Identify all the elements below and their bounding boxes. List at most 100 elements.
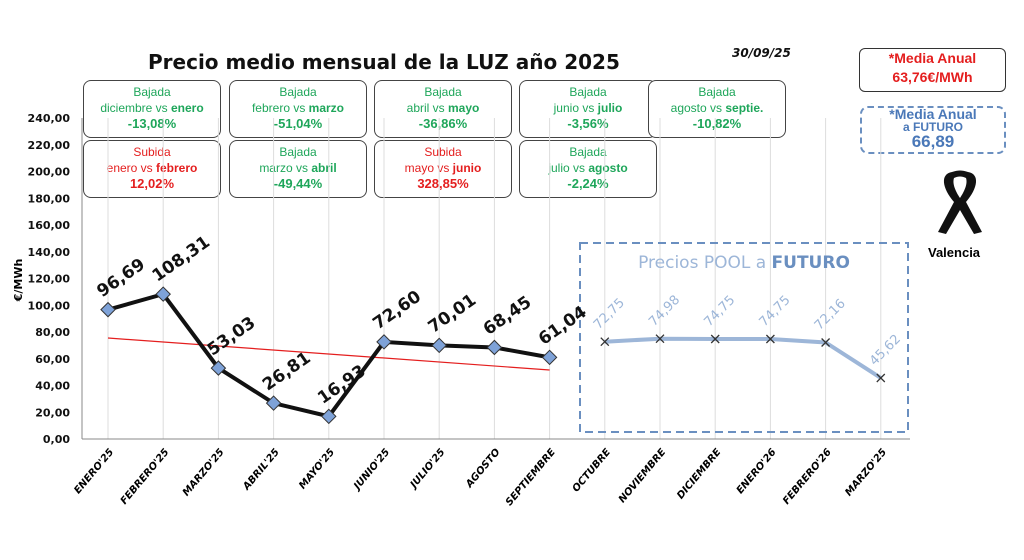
data-point — [541, 349, 558, 366]
future-box-label-bold: FUTURO — [772, 253, 850, 273]
data-label: 45,62 — [867, 332, 904, 369]
box-text: abril vs mayo — [375, 100, 511, 116]
y-tick-label: 120,00 — [28, 273, 71, 286]
valencia-label: Valencia — [928, 245, 981, 260]
y-tick-label: 140,00 — [28, 246, 71, 259]
data-label: 74,75 — [701, 293, 738, 330]
comparison-box: Bajada julio vs agosto -2,24% — [519, 140, 657, 198]
comparison-box: Bajada marzo vs abril -49,44% — [229, 140, 367, 198]
data-point — [765, 334, 775, 344]
box-title: Subida — [424, 145, 462, 159]
y-axis-label: €/MWh — [12, 259, 25, 303]
box-text: diciembre vs enero — [84, 100, 220, 116]
y-tick-label: 40,00 — [35, 380, 70, 393]
data-point — [265, 395, 282, 411]
data-label: 26,81 — [259, 348, 315, 395]
x-tick-label: NOVIEMBRE — [617, 447, 669, 505]
box-title: Bajada — [279, 85, 317, 99]
y-tick-label: 100,00 — [28, 299, 71, 312]
box-title: Bajada — [424, 85, 462, 99]
comparison-box: Bajada junio vs julio -3,56% — [519, 80, 657, 138]
data-point — [155, 286, 171, 302]
x-tick-label: MARZO'25 — [843, 447, 889, 499]
box-title: Bajada — [569, 145, 607, 159]
box-text-bold: marzo — [308, 101, 345, 115]
media-futuro-label: *Media Anual — [889, 106, 977, 122]
box-text-bold: septie. — [725, 101, 764, 115]
data-point — [710, 334, 720, 344]
box-text-plain: junio vs — [553, 101, 598, 115]
box-text-bold: abril — [311, 161, 337, 175]
box-percent: -10,82% — [692, 116, 742, 131]
y-tick-label: 220,00 — [28, 139, 71, 152]
data-point — [376, 334, 392, 350]
data-point — [821, 338, 831, 347]
box-percent: -49,44% — [273, 176, 323, 191]
data-point — [600, 337, 610, 347]
box-text-bold: junio — [452, 161, 482, 175]
box-title: Bajada — [569, 85, 607, 99]
box-text: mayo vs junio — [375, 160, 511, 176]
future-box — [579, 242, 909, 433]
media-futuro-value: 66,89 — [911, 132, 955, 151]
data-label: 72,60 — [369, 287, 425, 334]
x-tick-label: OCTUBRE — [571, 447, 614, 495]
comparison-box: Subida mayo vs junio 328,85% — [374, 140, 512, 198]
box-percent: -36,86% — [418, 116, 468, 131]
box-text-plain: febrero vs — [251, 101, 309, 115]
box-text-plain: julio vs — [548, 161, 589, 175]
box-title: Subida — [133, 145, 171, 159]
data-label: 53,03 — [204, 313, 260, 360]
data-point — [486, 339, 503, 356]
media-anual-value: 63,76€/MWh — [892, 69, 973, 85]
date-label: 30/09/25 — [732, 46, 791, 60]
series-future-line — [604, 336, 882, 380]
y-tick-label: 0,00 — [43, 433, 70, 446]
comparison-box: Bajada agosto vs septie. -10,82% — [648, 80, 786, 138]
x-tick-label: MARZO'25 — [181, 447, 227, 499]
x-tick-label: SEPTIEMBRE — [504, 447, 558, 508]
data-point — [876, 373, 886, 383]
data-label: 70,01 — [425, 290, 481, 337]
data-label: 61,04 — [535, 302, 591, 349]
data-label: 68,45 — [480, 292, 536, 339]
x-tick-label: ENERO'25 — [72, 447, 116, 496]
data-label: 108,31 — [149, 232, 214, 286]
data-label: 74,98 — [646, 293, 683, 330]
box-title: Bajada — [133, 85, 171, 99]
data-label: 74,75 — [757, 293, 794, 330]
data-label: 72,16 — [812, 296, 849, 333]
trendline — [107, 337, 550, 371]
x-tick-label: JUNIO'25 — [351, 447, 392, 493]
box-text-plain: diciembre vs — [100, 101, 171, 115]
box-percent: -51,04% — [273, 116, 323, 131]
media-futuro-sublabel: a FUTURO — [903, 120, 963, 134]
x-tick-label: AGOSTO — [463, 446, 503, 490]
x-tick-label: ABRIL'25 — [241, 447, 282, 493]
y-tick-label: 60,00 — [35, 353, 70, 366]
data-point — [210, 360, 227, 376]
box-percent: -13,08% — [127, 116, 177, 131]
y-tick-label: 240,00 — [28, 112, 71, 125]
y-tick-label: 80,00 — [35, 326, 70, 339]
box-text-plain: abril vs — [406, 101, 448, 115]
box-text-bold: febrero — [156, 161, 198, 175]
box-text-bold: julio — [597, 101, 623, 115]
media-anual-box: *Media Anual 63,76€/MWh — [859, 48, 1006, 92]
box-text-bold: enero — [171, 101, 204, 115]
y-tick-label: 180,00 — [28, 192, 71, 205]
box-text-bold: mayo — [447, 101, 480, 115]
data-point — [321, 408, 337, 425]
chart-title: Precio medio mensual de la LUZ año 2025 — [148, 50, 620, 74]
box-title: Bajada — [698, 85, 736, 99]
x-tick-label: ENERO'26 — [735, 447, 779, 496]
box-text: junio vs julio — [520, 100, 656, 116]
comparison-box: Subida enero vs febrero 12,02% — [83, 140, 221, 198]
data-point — [655, 334, 665, 344]
box-text-plain: agosto vs — [670, 101, 726, 115]
x-tick-label: FEBRERO'26 — [781, 447, 834, 507]
x-tick-label: FEBRERO'25 — [119, 447, 172, 507]
y-tick-label: 160,00 — [28, 219, 71, 232]
comparison-box: Bajada abril vs mayo -36,86% — [374, 80, 512, 138]
x-tick-label: DICIEMBRE — [675, 447, 723, 502]
